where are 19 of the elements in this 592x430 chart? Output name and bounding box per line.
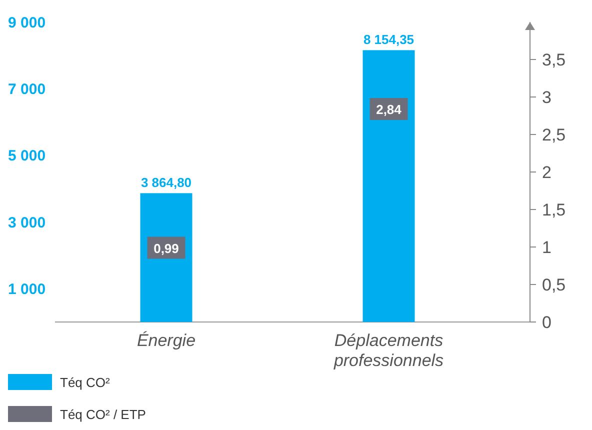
y-tick-label: 1 000 — [8, 281, 46, 298]
x-tick-label: Déplacements professionnels — [332, 331, 444, 370]
y2-tick-label: 1,5 — [542, 200, 566, 220]
y-tick-label: 5 000 — [8, 148, 46, 165]
y2-tick-label: 0,5 — [542, 276, 566, 294]
legend-label: Téq CO² — [60, 375, 111, 390]
y-tick-label: 3 000 — [8, 214, 46, 232]
data-label: 8 154,35 — [363, 32, 414, 48]
y2-tick-label: 3,5 — [542, 50, 566, 70]
y2-tick-label: 2 — [542, 163, 552, 182]
data-label: 3 864,80 — [140, 175, 192, 190]
y2-tick-label: 1 — [542, 238, 552, 257]
x-tick-label: Énergie — [136, 331, 196, 350]
y2-tick-label: 2,5 — [542, 126, 566, 144]
legend-label: Téq CO² / ETP — [60, 407, 146, 422]
y2-tick-label: 3 — [542, 88, 552, 107]
y-tick-label: 7 000 — [8, 81, 46, 98]
y2-tick-label: 0 — [542, 313, 552, 332]
y-tick-label: 9 000 — [8, 14, 46, 32]
